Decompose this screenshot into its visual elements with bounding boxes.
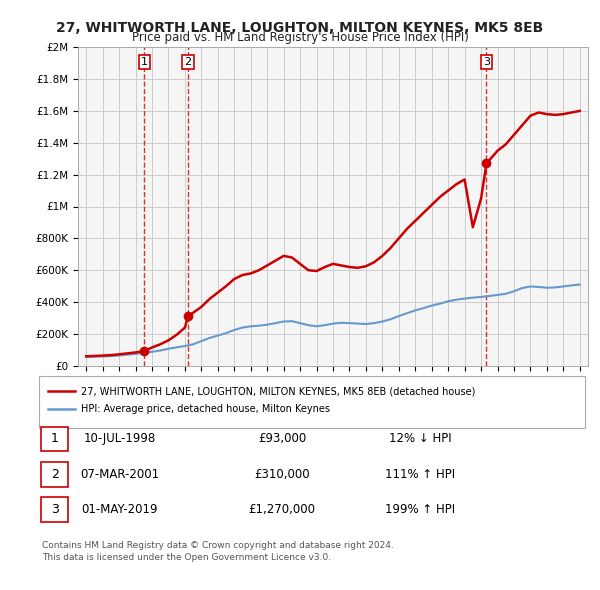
Text: £93,000: £93,000 — [258, 432, 306, 445]
Text: 07-MAR-2001: 07-MAR-2001 — [80, 468, 160, 481]
Text: 2: 2 — [50, 468, 59, 481]
Text: Contains HM Land Registry data © Crown copyright and database right 2024.: Contains HM Land Registry data © Crown c… — [42, 541, 394, 550]
Text: 2: 2 — [184, 57, 191, 67]
Text: HPI: Average price, detached house, Milton Keynes: HPI: Average price, detached house, Milt… — [81, 404, 330, 414]
Text: 1: 1 — [141, 57, 148, 67]
Text: 27, WHITWORTH LANE, LOUGHTON, MILTON KEYNES, MK5 8EB (detached house): 27, WHITWORTH LANE, LOUGHTON, MILTON KEY… — [81, 386, 475, 396]
Text: This data is licensed under the Open Government Licence v3.0.: This data is licensed under the Open Gov… — [42, 553, 331, 562]
Text: 12% ↓ HPI: 12% ↓ HPI — [389, 432, 451, 445]
Text: 199% ↑ HPI: 199% ↑ HPI — [385, 503, 455, 516]
Text: 27, WHITWORTH LANE, LOUGHTON, MILTON KEYNES, MK5 8EB: 27, WHITWORTH LANE, LOUGHTON, MILTON KEY… — [56, 21, 544, 35]
Text: 3: 3 — [50, 503, 59, 516]
Text: £1,270,000: £1,270,000 — [248, 503, 316, 516]
Text: 1: 1 — [50, 432, 59, 445]
Text: 10-JUL-1998: 10-JUL-1998 — [84, 432, 156, 445]
Text: 01-MAY-2019: 01-MAY-2019 — [82, 503, 158, 516]
Text: Price paid vs. HM Land Registry's House Price Index (HPI): Price paid vs. HM Land Registry's House … — [131, 31, 469, 44]
Text: 111% ↑ HPI: 111% ↑ HPI — [385, 468, 455, 481]
Text: 3: 3 — [483, 57, 490, 67]
Text: £310,000: £310,000 — [254, 468, 310, 481]
